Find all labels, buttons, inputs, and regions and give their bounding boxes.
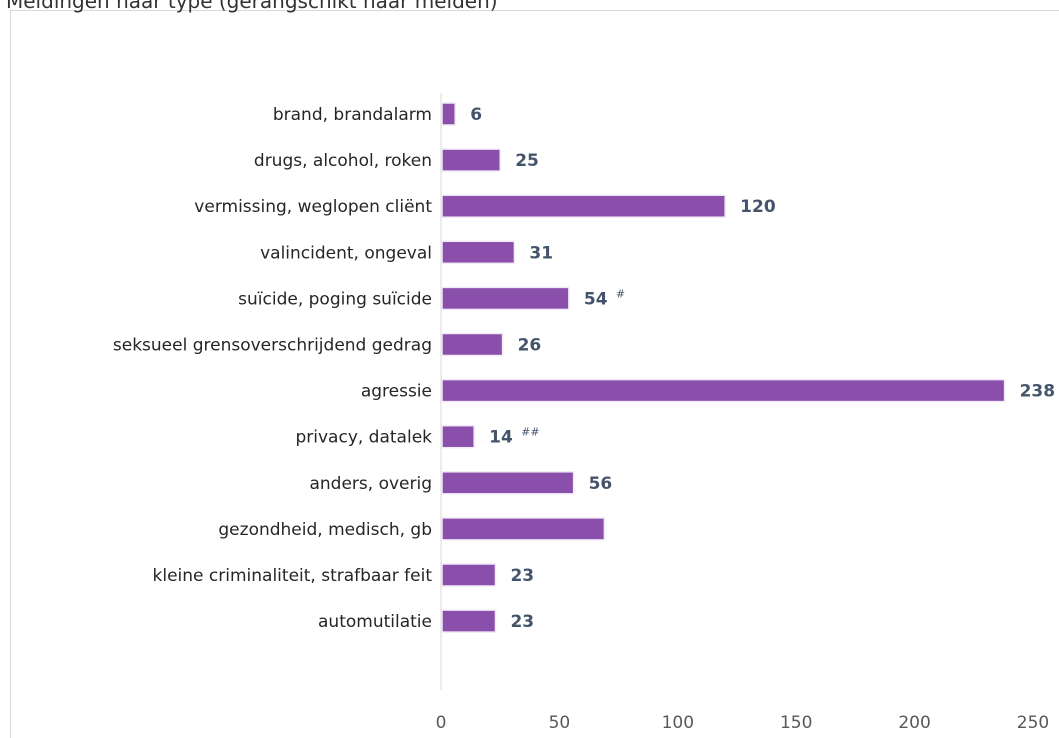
data-label: 120: [740, 197, 776, 217]
bar: [441, 332, 504, 357]
category-label: brand, brandalarm: [273, 105, 432, 125]
bar: [441, 517, 606, 541]
x-tick-label: 0: [436, 713, 447, 733]
x-tick-label: 200: [898, 713, 930, 733]
chart-frame: [10, 10, 1059, 738]
bar: [441, 102, 456, 126]
category-label: vermissing, weglopen cliënt: [194, 197, 432, 217]
bar: [441, 194, 726, 218]
x-tick-label: 150: [780, 713, 812, 733]
bar: [441, 286, 570, 311]
data-label: 6: [470, 105, 482, 125]
category-labels: brand, brandalarm drugs, alcohol, roken ve…: [113, 105, 432, 632]
data-label: 238: [1020, 382, 1056, 402]
x-tick-label: 100: [662, 713, 694, 733]
category-label: anders, overig: [309, 474, 432, 494]
bars: [441, 102, 1006, 633]
data-label: 54: [584, 289, 608, 309]
data-label: 56: [589, 474, 613, 494]
data-label: 23: [510, 612, 534, 632]
bar: [441, 563, 497, 587]
data-label: 14: [489, 428, 513, 448]
data-label: 25: [515, 151, 539, 171]
x-axis-tick-labels: 0 50 100 150 200 250: [436, 713, 1050, 733]
x-tick-label: 50: [549, 713, 571, 733]
category-label: valincident, ongeval: [260, 243, 432, 263]
data-label-note: ##: [521, 426, 539, 439]
bar: [441, 609, 497, 633]
chart-title: Meldingen naar type (gerangschikt naar m…: [6, 0, 498, 13]
category-label: kleine criminaliteit, strafbaar feit: [153, 566, 433, 586]
bar: [441, 240, 516, 265]
bar: [441, 471, 575, 495]
bar: [441, 148, 501, 172]
data-label: 26: [518, 336, 542, 356]
category-label: automutilatie: [318, 612, 432, 632]
category-label: agressie: [361, 382, 432, 402]
category-label: privacy, datalek: [295, 428, 432, 448]
x-tick-label: 250: [1017, 713, 1049, 733]
data-labels: 6 25 120 31 54 #26 238 14 ## 56 23 23: [470, 105, 1055, 632]
bar: [441, 378, 1006, 403]
bar: [441, 424, 475, 449]
category-label: suïcide, poging suïcide: [238, 289, 432, 309]
category-label: seksueel grensoverschrijdend gedrag: [113, 336, 432, 356]
category-label: drugs, alcohol, roken: [254, 151, 432, 171]
data-label-note: #: [616, 287, 625, 300]
category-label: gezondheid, medisch, gb: [218, 520, 432, 540]
data-label: 31: [529, 243, 553, 263]
data-label: 23: [510, 566, 534, 586]
